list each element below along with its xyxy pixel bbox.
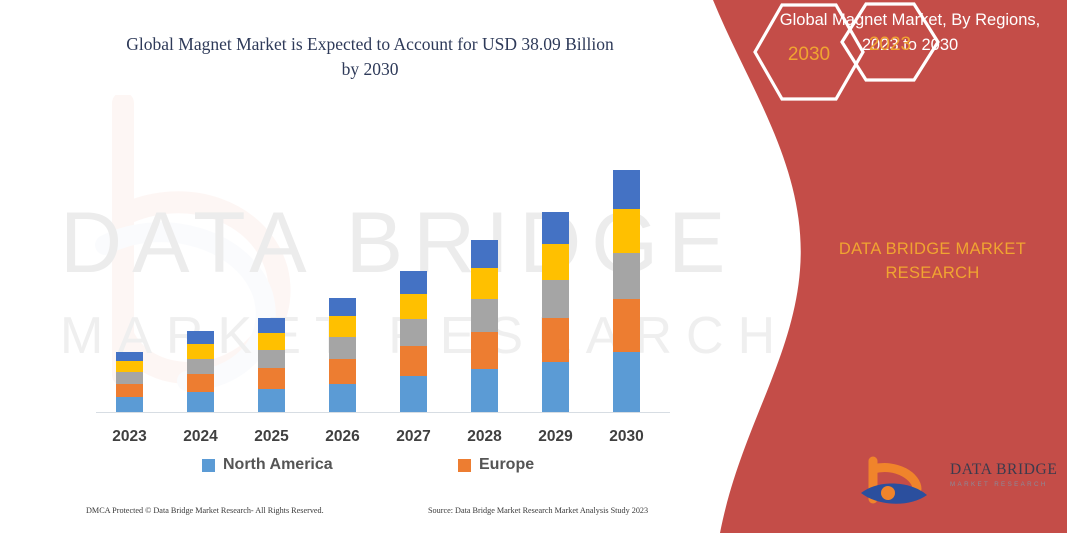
chart-title: Global Magnet Market is Expected to Acco… — [126, 34, 614, 80]
x-tick-2027: 2027 — [396, 428, 431, 445]
bar-segment-europe[interactable] — [116, 383, 143, 397]
bar-segment-south-america[interactable] — [613, 209, 640, 254]
branding-content: Global Magnet Market, By Regions, 2023 t… — [690, 0, 1067, 533]
bar-segment-asia-pacific[interactable] — [542, 279, 569, 318]
chart-plot-area — [96, 120, 676, 413]
chart-legend: North America Europe — [96, 456, 676, 480]
data-bridge-logo-icon — [861, 456, 927, 504]
bar-segment-middle-east-and-africa[interactable] — [329, 298, 356, 317]
bar-segment-asia-pacific[interactable] — [329, 336, 356, 359]
bar-segment-north-america[interactable] — [116, 396, 143, 413]
bar-segment-asia-pacific[interactable] — [258, 350, 285, 369]
bar-segment-south-america[interactable] — [400, 293, 427, 319]
bar-segment-north-america[interactable] — [187, 391, 214, 413]
hexagon-group: 2023 2030 — [753, 2, 940, 101]
bar-segment-europe[interactable] — [258, 368, 285, 389]
bar-segment-europe[interactable] — [400, 345, 427, 377]
legend-item-europe[interactable]: Europe — [458, 456, 534, 474]
bar-segment-europe[interactable] — [187, 374, 214, 392]
bar-segment-south-america[interactable] — [471, 268, 498, 299]
bar-segment-north-america[interactable] — [542, 361, 569, 413]
brand-line1: DATA BRIDGE MARKET — [838, 240, 1027, 258]
bar-segment-middle-east-and-africa[interactable] — [187, 331, 214, 345]
bar-segment-middle-east-and-africa[interactable] — [471, 240, 498, 269]
bar-segment-middle-east-and-africa[interactable] — [116, 351, 143, 362]
bar-group — [96, 120, 670, 413]
legend-label: North America — [223, 456, 333, 473]
x-axis-line — [96, 412, 670, 413]
bar-2024[interactable] — [187, 331, 214, 413]
bar-segment-asia-pacific[interactable] — [187, 358, 214, 375]
bar-segment-south-america[interactable] — [187, 344, 214, 359]
bar-segment-north-america[interactable] — [613, 352, 640, 413]
bar-segment-asia-pacific[interactable] — [471, 298, 498, 332]
x-tick-2025: 2025 — [254, 428, 289, 445]
hexagon-2030-label: 2030 — [788, 44, 830, 65]
chart-footer: DMCA Protected © Data Bridge Market Rese… — [0, 506, 700, 526]
chart-panel: Global Magnet Market is Expected to Acco… — [0, 34, 700, 526]
legend-swatch-icon — [458, 458, 471, 472]
bar-segment-north-america[interactable] — [471, 369, 498, 413]
bar-segment-asia-pacific[interactable] — [613, 253, 640, 300]
bar-segment-middle-east-and-africa[interactable] — [400, 270, 427, 294]
x-tick-2029: 2029 — [538, 428, 573, 445]
bar-segment-asia-pacific[interactable] — [116, 372, 143, 384]
bar-segment-north-america[interactable] — [258, 388, 285, 413]
bar-2030[interactable] — [613, 169, 640, 413]
footer-source: Source: Data Bridge Market Research Mark… — [428, 506, 649, 515]
bar-segment-south-america[interactable] — [329, 316, 356, 337]
hexagon-2023-icon — [840, 2, 940, 82]
bar-2028[interactable] — [471, 240, 498, 413]
bar-segment-europe[interactable] — [542, 317, 569, 362]
bar-2029[interactable] — [542, 211, 569, 413]
footer-copyright: DMCA Protected © Data Bridge Market Rese… — [86, 506, 324, 515]
hexagon-2030-icon — [753, 3, 865, 101]
legend-swatch-icon — [202, 458, 215, 472]
bar-2025[interactable] — [258, 317, 285, 413]
bar-2026[interactable] — [329, 298, 356, 413]
x-tick-2026: 2026 — [325, 428, 360, 445]
x-tick-2028: 2028 — [467, 428, 502, 445]
red-panel-shape — [713, 0, 1067, 533]
brand-line2: RESEARCH — [885, 263, 980, 282]
legend-item-north-america[interactable]: North America — [202, 456, 333, 474]
x-tick-2024: 2024 — [183, 428, 218, 445]
bar-2027[interactable] — [400, 270, 427, 413]
logo-name: DATA BRIDGE — [950, 461, 1058, 478]
bar-segment-middle-east-and-africa[interactable] — [542, 211, 569, 244]
bar-2023[interactable] — [116, 351, 143, 413]
legend-label: Europe — [479, 456, 535, 473]
x-axis-labels: 2023 2024 2025 2026 2027 2028 2029 2030 — [96, 428, 676, 452]
bar-segment-asia-pacific[interactable] — [400, 318, 427, 346]
branding-panel: Global Magnet Market, By Regions, 2023 t… — [690, 0, 1067, 533]
bar-segment-south-america[interactable] — [258, 333, 285, 351]
bar-segment-middle-east-and-africa[interactable] — [613, 169, 640, 210]
bar-segment-south-america[interactable] — [116, 361, 143, 372]
logo-subtitle: MARKET RESEARCH — [950, 481, 1048, 488]
bar-segment-south-america[interactable] — [542, 243, 569, 280]
company-logo: DATA BRIDGE MARKET RESEARCH — [855, 455, 1057, 513]
bar-segment-north-america[interactable] — [329, 383, 356, 413]
bar-segment-middle-east-and-africa[interactable] — [258, 317, 285, 334]
bar-segment-europe[interactable] — [613, 299, 640, 353]
bar-segment-north-america[interactable] — [400, 376, 427, 413]
bar-segment-europe[interactable] — [329, 358, 356, 384]
x-tick-2030: 2030 — [609, 428, 644, 445]
hexagon-2023-label: 2023 — [869, 34, 911, 55]
x-tick-2023: 2023 — [112, 428, 147, 445]
bar-segment-europe[interactable] — [471, 331, 498, 370]
brand-name: DATA BRIDGE MARKET RESEARCH — [805, 238, 1060, 286]
